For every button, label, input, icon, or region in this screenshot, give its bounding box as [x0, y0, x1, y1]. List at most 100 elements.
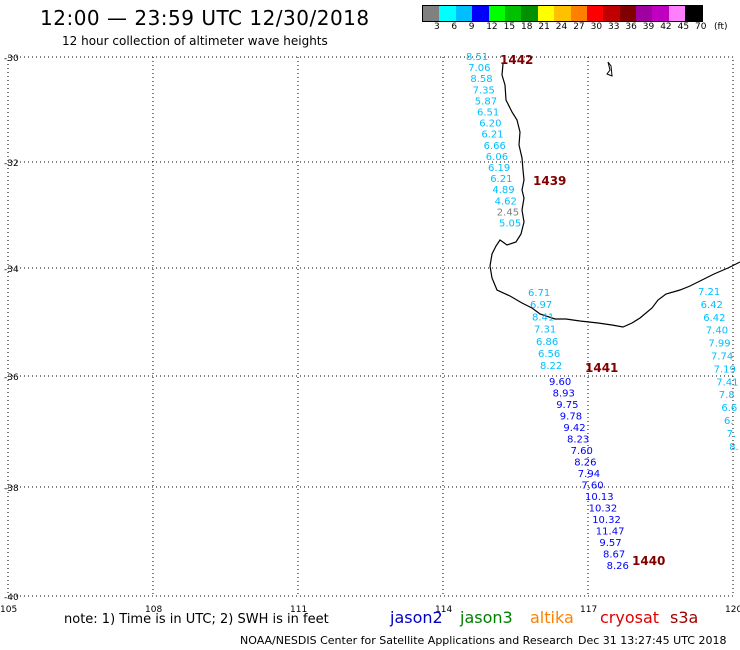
legend-swatch: [570, 6, 587, 21]
legend-swatch: [423, 6, 440, 21]
lat-label: -32: [4, 159, 19, 169]
wave-height-value: 7.40: [706, 326, 728, 337]
wave-height-value: 6.20: [479, 119, 501, 130]
australia-coastline: [489, 63, 740, 328]
pass-id-label: 1440: [632, 554, 665, 568]
lat-label: -34: [4, 265, 19, 275]
legend-label: 33: [608, 22, 620, 32]
map-title: 12:00 — 23:59 UTC 12/30/2018: [40, 6, 370, 30]
wave-height-value: 6.51: [477, 108, 499, 119]
lon-label: 111: [290, 605, 307, 615]
satellite-name: jason3: [460, 608, 513, 627]
pass-id-label: 1441: [585, 361, 618, 375]
wave-height-value: 6.42: [703, 313, 725, 324]
legend-swatch: [439, 6, 456, 21]
lon-label: 114: [435, 605, 452, 615]
legend-label: 12: [486, 22, 498, 32]
wave-height-value: 6.06: [486, 152, 508, 163]
wave-height-value: 7.74: [711, 352, 733, 363]
legend-swatch: [636, 6, 653, 21]
wave-height-value: 8.: [729, 442, 739, 453]
legend-label: 42: [660, 22, 672, 32]
pass-id-label: 1439: [533, 174, 566, 188]
wave-height-value: 8.23: [567, 435, 589, 446]
wave-height-value: 8.26: [607, 561, 629, 572]
wave-height-value: 10.13: [585, 492, 614, 503]
wave-height-value: 4.89: [492, 185, 514, 196]
lat-label: -36: [4, 373, 19, 383]
wave-height-value: 4.62: [495, 196, 517, 207]
wave-height-value: 6.21: [490, 174, 512, 185]
wave-height-value: 10.32: [592, 515, 621, 526]
wave-height-value: 7.60: [581, 481, 603, 492]
wave-height-value: 6.42: [701, 300, 723, 311]
legend-label: 18: [521, 22, 533, 32]
legend-label: 3: [434, 22, 440, 32]
lon-label: 108: [145, 605, 162, 615]
legend-swatch: [455, 6, 473, 21]
legend-swatch: [619, 6, 637, 21]
lon-label: 120: [725, 605, 740, 615]
legend-swatch: [554, 6, 571, 21]
legend-label: 21: [538, 22, 550, 32]
legend-unit: (ft): [714, 22, 728, 32]
wave-height-value: 5.87: [475, 96, 497, 107]
wave-height-value: 8.67: [603, 550, 625, 561]
wave-height-value: 2.45: [497, 207, 519, 218]
wave-height-value: 8.41: [532, 312, 554, 323]
legend-label: 9: [468, 22, 475, 32]
wave-height-value: 7.99: [708, 339, 730, 350]
wave-height-value: 6.21: [481, 130, 503, 141]
wave-height-value: 7.06: [468, 63, 490, 74]
legend-swatch: [488, 6, 505, 21]
legend-label: 70: [695, 22, 707, 32]
wave-height-value: 7.94: [578, 469, 600, 480]
satellite-name: altika: [530, 608, 574, 627]
altimeter-tracks: 8.517.068.587.355.876.516.206.216.666.06…: [466, 52, 739, 572]
wave-height-value: 10.32: [589, 504, 618, 515]
legend-label: 39: [642, 22, 655, 32]
wave-height-value: 6.19: [488, 163, 510, 174]
wave-height-value: 8.26: [574, 458, 596, 469]
wave-height-value: 7.31: [534, 325, 556, 336]
wave-height-value: 6.6: [721, 403, 737, 414]
wave-height-value: 9.57: [599, 538, 621, 549]
wave-height-value: 7.8: [719, 390, 735, 401]
small-island: [606, 61, 613, 77]
satellite-name: cryosat: [600, 608, 660, 627]
wave-height-value: 6.97: [530, 300, 552, 311]
legend-swatch: [472, 6, 489, 21]
wave-height-value: 9.60: [549, 377, 571, 388]
wave-height-value: 6.66: [484, 141, 506, 152]
lat-label: -40: [4, 593, 19, 603]
legend-swatch: [586, 6, 604, 21]
legend-swatch: [521, 6, 538, 21]
wave-height-value: 7.21: [698, 287, 720, 298]
footnote: note: 1) Time is in UTC; 2) SWH is in fe…: [64, 612, 329, 627]
wave-height-value: 7.35: [473, 85, 495, 96]
wave-height-value: 6.86: [536, 337, 558, 348]
legend-label: 30: [590, 22, 603, 32]
wave-height-value: 6.56: [538, 349, 560, 360]
lon-label: 117: [580, 605, 597, 615]
legend-swatch: [685, 6, 702, 21]
legend-swatch: [668, 6, 686, 21]
wave-height-value: 9.78: [560, 412, 582, 423]
pass-id-label: 1442: [500, 53, 533, 67]
legend-swatch: [603, 6, 620, 21]
wave-height-value: 7.: [727, 429, 737, 440]
legend-swatch: [652, 6, 669, 21]
wave-height-value: 8.22: [540, 361, 562, 372]
wave-height-value: 11.47: [596, 527, 625, 538]
wave-height-value: 7.60: [571, 446, 593, 457]
wave-height-value: 8.93: [553, 389, 575, 400]
graticule: -30 -32 -34 -36 -38 -40 105 108 111 114 117 120: [0, 54, 740, 615]
wave-height-value: 9.75: [556, 400, 578, 411]
wave-height-value: 8.58: [470, 74, 492, 85]
color-legend: [422, 5, 703, 22]
lon-label: 105: [0, 605, 17, 615]
legend-label: 15: [503, 22, 516, 32]
legend-label: 45: [677, 22, 690, 32]
wave-height-value: 6.71: [528, 288, 550, 299]
